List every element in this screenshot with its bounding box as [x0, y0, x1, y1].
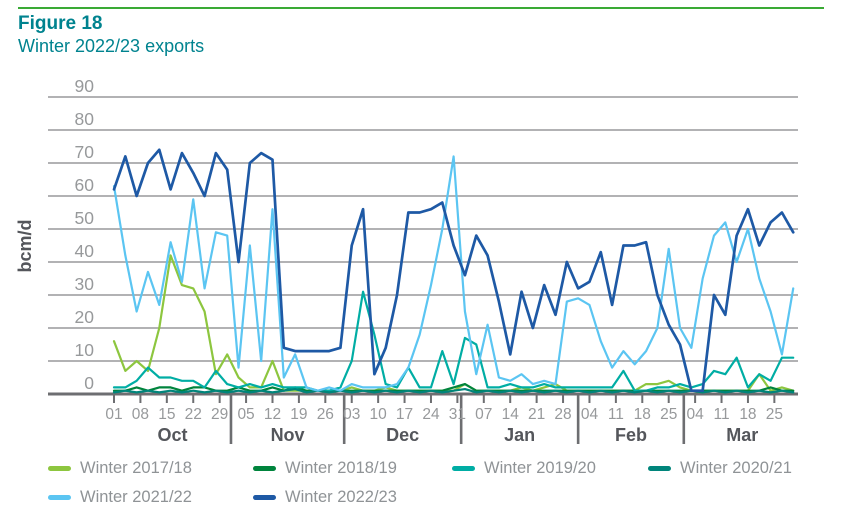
y-tick-label: 40: [75, 241, 95, 261]
series-line-winter-2019-20: [112, 290, 795, 392]
legend-item: Winter 2018/19: [253, 458, 397, 478]
y-tick-label: 30: [75, 274, 95, 294]
x-tick-label: 03: [343, 406, 360, 423]
month-label: Nov: [271, 425, 305, 445]
x-tick-label: 05: [237, 406, 254, 423]
x-tick-label: 18: [634, 406, 651, 423]
exports-line-chart: 90 80 70 60 50 40 30 20 10 0 bcm/d Oct Nov Dec Jan Feb M…: [15, 76, 798, 445]
legend-item: Winter 2019/20: [452, 458, 596, 478]
series-line-winter-2021-22: [112, 155, 795, 392]
x-tick-label: 21: [528, 406, 545, 423]
legend-label: Winter 2017/18: [80, 458, 192, 477]
x-tick-label: 18: [739, 406, 756, 423]
x-tick-label: 24: [422, 406, 440, 423]
legend-label: Winter 2019/20: [484, 458, 596, 477]
y-tick-label: 90: [75, 76, 95, 96]
legend-swatch-icon: [452, 465, 475, 471]
x-tick-label: 19: [290, 406, 307, 423]
month-label: Jan: [504, 425, 535, 445]
top-rule: [18, 7, 824, 9]
x-tick-label: 17: [396, 406, 413, 423]
legend-swatch-icon: [648, 465, 671, 471]
legend-swatch-icon: [253, 494, 276, 500]
x-tick-label: 25: [660, 406, 677, 423]
x-tick-label: 12: [264, 406, 281, 423]
x-tick-label: 31: [449, 406, 466, 423]
month-label: Feb: [615, 425, 647, 445]
legend-item: Winter 2020/21: [648, 458, 792, 478]
legend-label: Winter 2021/22: [80, 487, 192, 506]
y-tick-label: 80: [75, 109, 95, 129]
figure-title: Winter 2022/23 exports: [18, 36, 205, 56]
legend-swatch-icon: [48, 465, 71, 471]
figure-label: Figure 18: [18, 13, 103, 34]
x-tick-label: 28: [554, 406, 571, 423]
x-tick-label: 26: [317, 406, 334, 423]
legend-label: Winter 2020/21: [680, 458, 792, 477]
y-tick-label: 50: [75, 208, 95, 228]
legend-item: Winter 2021/22: [48, 487, 192, 507]
y-tick-label: 20: [75, 307, 95, 327]
y-tick-label: 70: [75, 142, 95, 162]
month-label: Mar: [726, 425, 758, 445]
x-tick-label: 01: [105, 406, 122, 423]
x-tick-label: 08: [132, 406, 149, 423]
x-tick-label: 14: [502, 406, 520, 423]
x-tick-label: 10: [370, 406, 388, 423]
x-tick-label: 04: [581, 406, 599, 423]
x-tick-label: 07: [475, 406, 492, 423]
x-tick-label: 29: [211, 406, 228, 423]
x-tick-label: 15: [158, 406, 175, 423]
x-tick-label: 04: [686, 406, 704, 423]
legend-item: Winter 2017/18: [48, 458, 192, 478]
y-tick-label: 0: [84, 373, 94, 393]
series-line-winter-2022-23: [112, 148, 795, 393]
series-line-winter-2020-21: [112, 387, 795, 394]
legend-swatch-icon: [253, 465, 276, 471]
legend-item: Winter 2022/23: [253, 487, 397, 507]
x-tick-label: 22: [185, 406, 202, 423]
legend-label: Winter 2018/19: [285, 458, 397, 477]
legend-swatch-icon: [48, 494, 71, 500]
series-line-winter-2018-19: [112, 383, 795, 392]
y-axis-title: bcm/d: [15, 219, 35, 272]
month-label: Dec: [386, 425, 419, 445]
month-label: Oct: [157, 425, 187, 445]
y-tick-label: 60: [75, 175, 95, 195]
x-tick-label: 11: [608, 406, 624, 423]
x-tick-label: 25: [766, 406, 783, 423]
y-tick-label: 10: [75, 340, 95, 360]
x-tick-label: 11: [713, 406, 729, 423]
legend-label: Winter 2022/23: [285, 487, 397, 506]
